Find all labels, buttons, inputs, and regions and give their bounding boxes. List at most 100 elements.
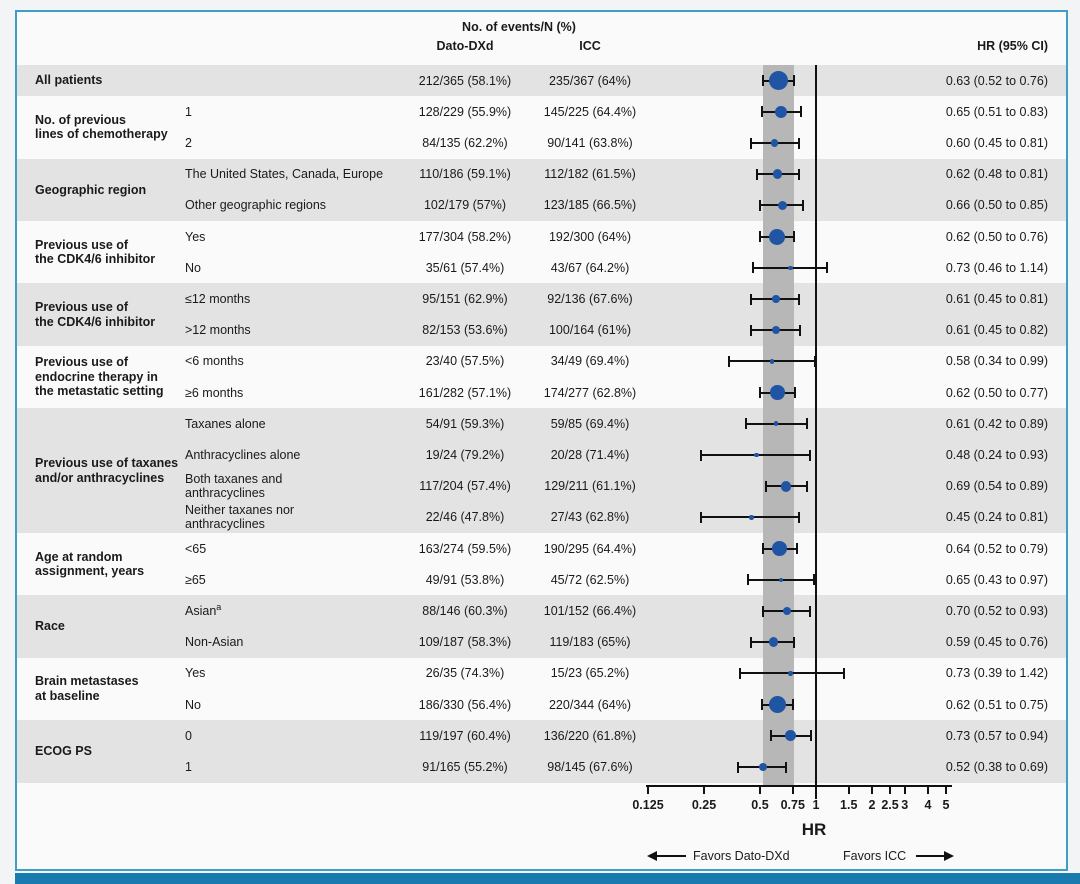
hr-dot — [749, 515, 754, 520]
dato-value: 23/40 (57.5%) — [425, 354, 505, 369]
hr-dot — [768, 637, 779, 648]
hr-ci-value: 0.62 (0.50 to 0.76) — [945, 229, 1048, 244]
icc-column-header: ICC — [579, 39, 601, 53]
figure-frame: No. of events/N (%) Dato-DXd ICC HR (95%… — [15, 10, 1068, 871]
hr-ci-value: 0.59 (0.45 to 0.76) — [945, 635, 1048, 650]
group-label: Previous use of endocrine therapy in the m… — [35, 355, 164, 399]
icc-value: 101/152 (66.4%) — [543, 603, 637, 618]
icc-value: 45/72 (62.5%) — [550, 572, 630, 587]
icc-value: 136/220 (61.8%) — [543, 728, 637, 743]
favors-dato-label: Favors Dato-DXd — [693, 849, 790, 863]
axis-tick-label: 0.5 — [751, 798, 769, 812]
group-label: ECOG PS — [35, 744, 92, 759]
hr-ci-value: 0.65 (0.51 to 0.83) — [945, 104, 1048, 119]
icc-value: 92/136 (67.6%) — [547, 291, 633, 306]
row-sublabel: Other geographic regions — [185, 198, 327, 213]
dato-value: 54/91 (59.3%) — [425, 416, 505, 431]
icc-value: 119/183 (65%) — [549, 635, 631, 650]
ci-cap-right — [792, 75, 795, 87]
hr-ci-value: 0.69 (0.54 to 0.89) — [945, 479, 1048, 494]
hr-ci-value: 0.62 (0.48 to 0.81) — [945, 167, 1048, 182]
axis-tick — [927, 786, 929, 794]
hr-ci-value: 0.70 (0.52 to 0.93) — [945, 603, 1048, 618]
dato-value: 186/330 (56.4%) — [418, 697, 512, 712]
hr-dot — [780, 480, 792, 492]
dato-column-header: Dato-DXd — [436, 39, 494, 53]
ci-cap-right — [805, 418, 808, 430]
right-arrow-icon — [944, 851, 954, 861]
dato-value: 95/151 (62.9%) — [422, 291, 508, 306]
icc-value: 174/277 (62.8%) — [543, 385, 637, 400]
group-label: Brain metastases at baseline — [35, 674, 139, 703]
ci-cap-right — [843, 667, 846, 679]
row-sublabel: >12 months — [185, 323, 251, 338]
dato-value: 35/61 (57.4%) — [425, 260, 505, 275]
hr-dot — [788, 671, 793, 676]
ci-cap-left — [765, 480, 768, 492]
hr-dot — [768, 695, 787, 714]
ci-cap-right — [785, 761, 788, 773]
group-band — [17, 158, 1066, 221]
row-sublabel: No — [185, 260, 201, 275]
dato-value: 128/229 (55.9%) — [418, 104, 512, 119]
ci-cap-left — [750, 293, 753, 305]
hr-ci-value: 0.73 (0.57 to 0.94) — [945, 728, 1048, 743]
icc-value: 123/185 (66.5%) — [543, 198, 637, 213]
group-label: Age at random assignment, years — [35, 549, 145, 579]
group-label: No. of previous lines of chemotherapy — [35, 112, 168, 142]
axis-line — [646, 785, 953, 787]
hr-dot — [769, 359, 775, 364]
group-label: Race — [35, 619, 65, 634]
ci-cap-left — [755, 168, 758, 180]
icc-value: 27/43 (62.8%) — [550, 510, 630, 525]
axis-tick-label: 0.25 — [691, 798, 717, 812]
icc-value: 98/145 (67.6%) — [547, 759, 633, 774]
events-header: No. of events/N (%) — [462, 20, 576, 34]
hr-dot — [772, 541, 788, 557]
hr-dot — [777, 200, 788, 211]
row-sublabel: Both taxanes and anthracyclines — [185, 472, 283, 501]
icc-value: 112/182 (61.5%) — [544, 167, 636, 182]
row-sublabel: Yes — [185, 666, 206, 681]
hr-dot — [783, 607, 792, 615]
axis-tick — [903, 786, 906, 794]
group-label: Previous use of the CDK4/6 inhibitor — [35, 237, 156, 267]
ci-cap-left — [759, 387, 761, 399]
dato-value: 82/153 (53.6%) — [422, 323, 508, 338]
hr-ci-value: 0.62 (0.51 to 0.75) — [945, 697, 1048, 712]
hr-dot — [770, 385, 785, 400]
axis-tick-label: 0.75 — [780, 798, 805, 812]
ci-cap-right — [797, 168, 800, 180]
axis-tick — [815, 786, 817, 794]
axis-tick-label: 3 — [901, 798, 909, 812]
ci-cap-right — [791, 699, 794, 711]
dato-value: 49/91 (53.8%) — [425, 572, 505, 587]
hr-dot — [769, 71, 789, 91]
dato-value: 91/165 (55.2%) — [422, 759, 508, 774]
ci-cap-right — [810, 730, 812, 742]
icc-value: 59/85 (69.4%) — [550, 416, 630, 431]
hr-ci-value: 0.64 (0.52 to 0.79) — [945, 541, 1048, 556]
ci-cap-left — [699, 449, 702, 461]
dato-value: 212/365 (58.1%) — [418, 73, 512, 88]
row-sublabel: The United States, Canada, Europe — [185, 167, 384, 182]
ci-cap-right — [797, 137, 800, 149]
row-sublabel: <6 months — [185, 354, 244, 369]
row-sublabel: Neither taxanes nor anthracyclines — [185, 503, 295, 532]
left-arrow-icon — [647, 851, 657, 861]
ci-cap-left — [752, 262, 755, 274]
ci-cap-right — [814, 355, 817, 367]
ci-cap-left — [769, 730, 772, 742]
dato-value: 117/204 (57.4%) — [419, 479, 511, 494]
hr-dot — [785, 730, 797, 742]
hr-dot — [772, 169, 783, 180]
row-sublabel: No — [185, 697, 201, 712]
row-sublabel: ≥65 — [185, 572, 206, 587]
left-arrow-line — [656, 855, 686, 857]
hr-ci-value: 0.73 (0.46 to 1.14) — [945, 260, 1048, 275]
right-arrow-line — [916, 855, 945, 857]
icc-value: 129/211 (61.1%) — [544, 479, 636, 494]
axis-tick-label: 1 — [812, 798, 820, 812]
dato-value: 102/179 (57%) — [423, 198, 506, 213]
axis-tick-label: 2 — [868, 798, 876, 812]
